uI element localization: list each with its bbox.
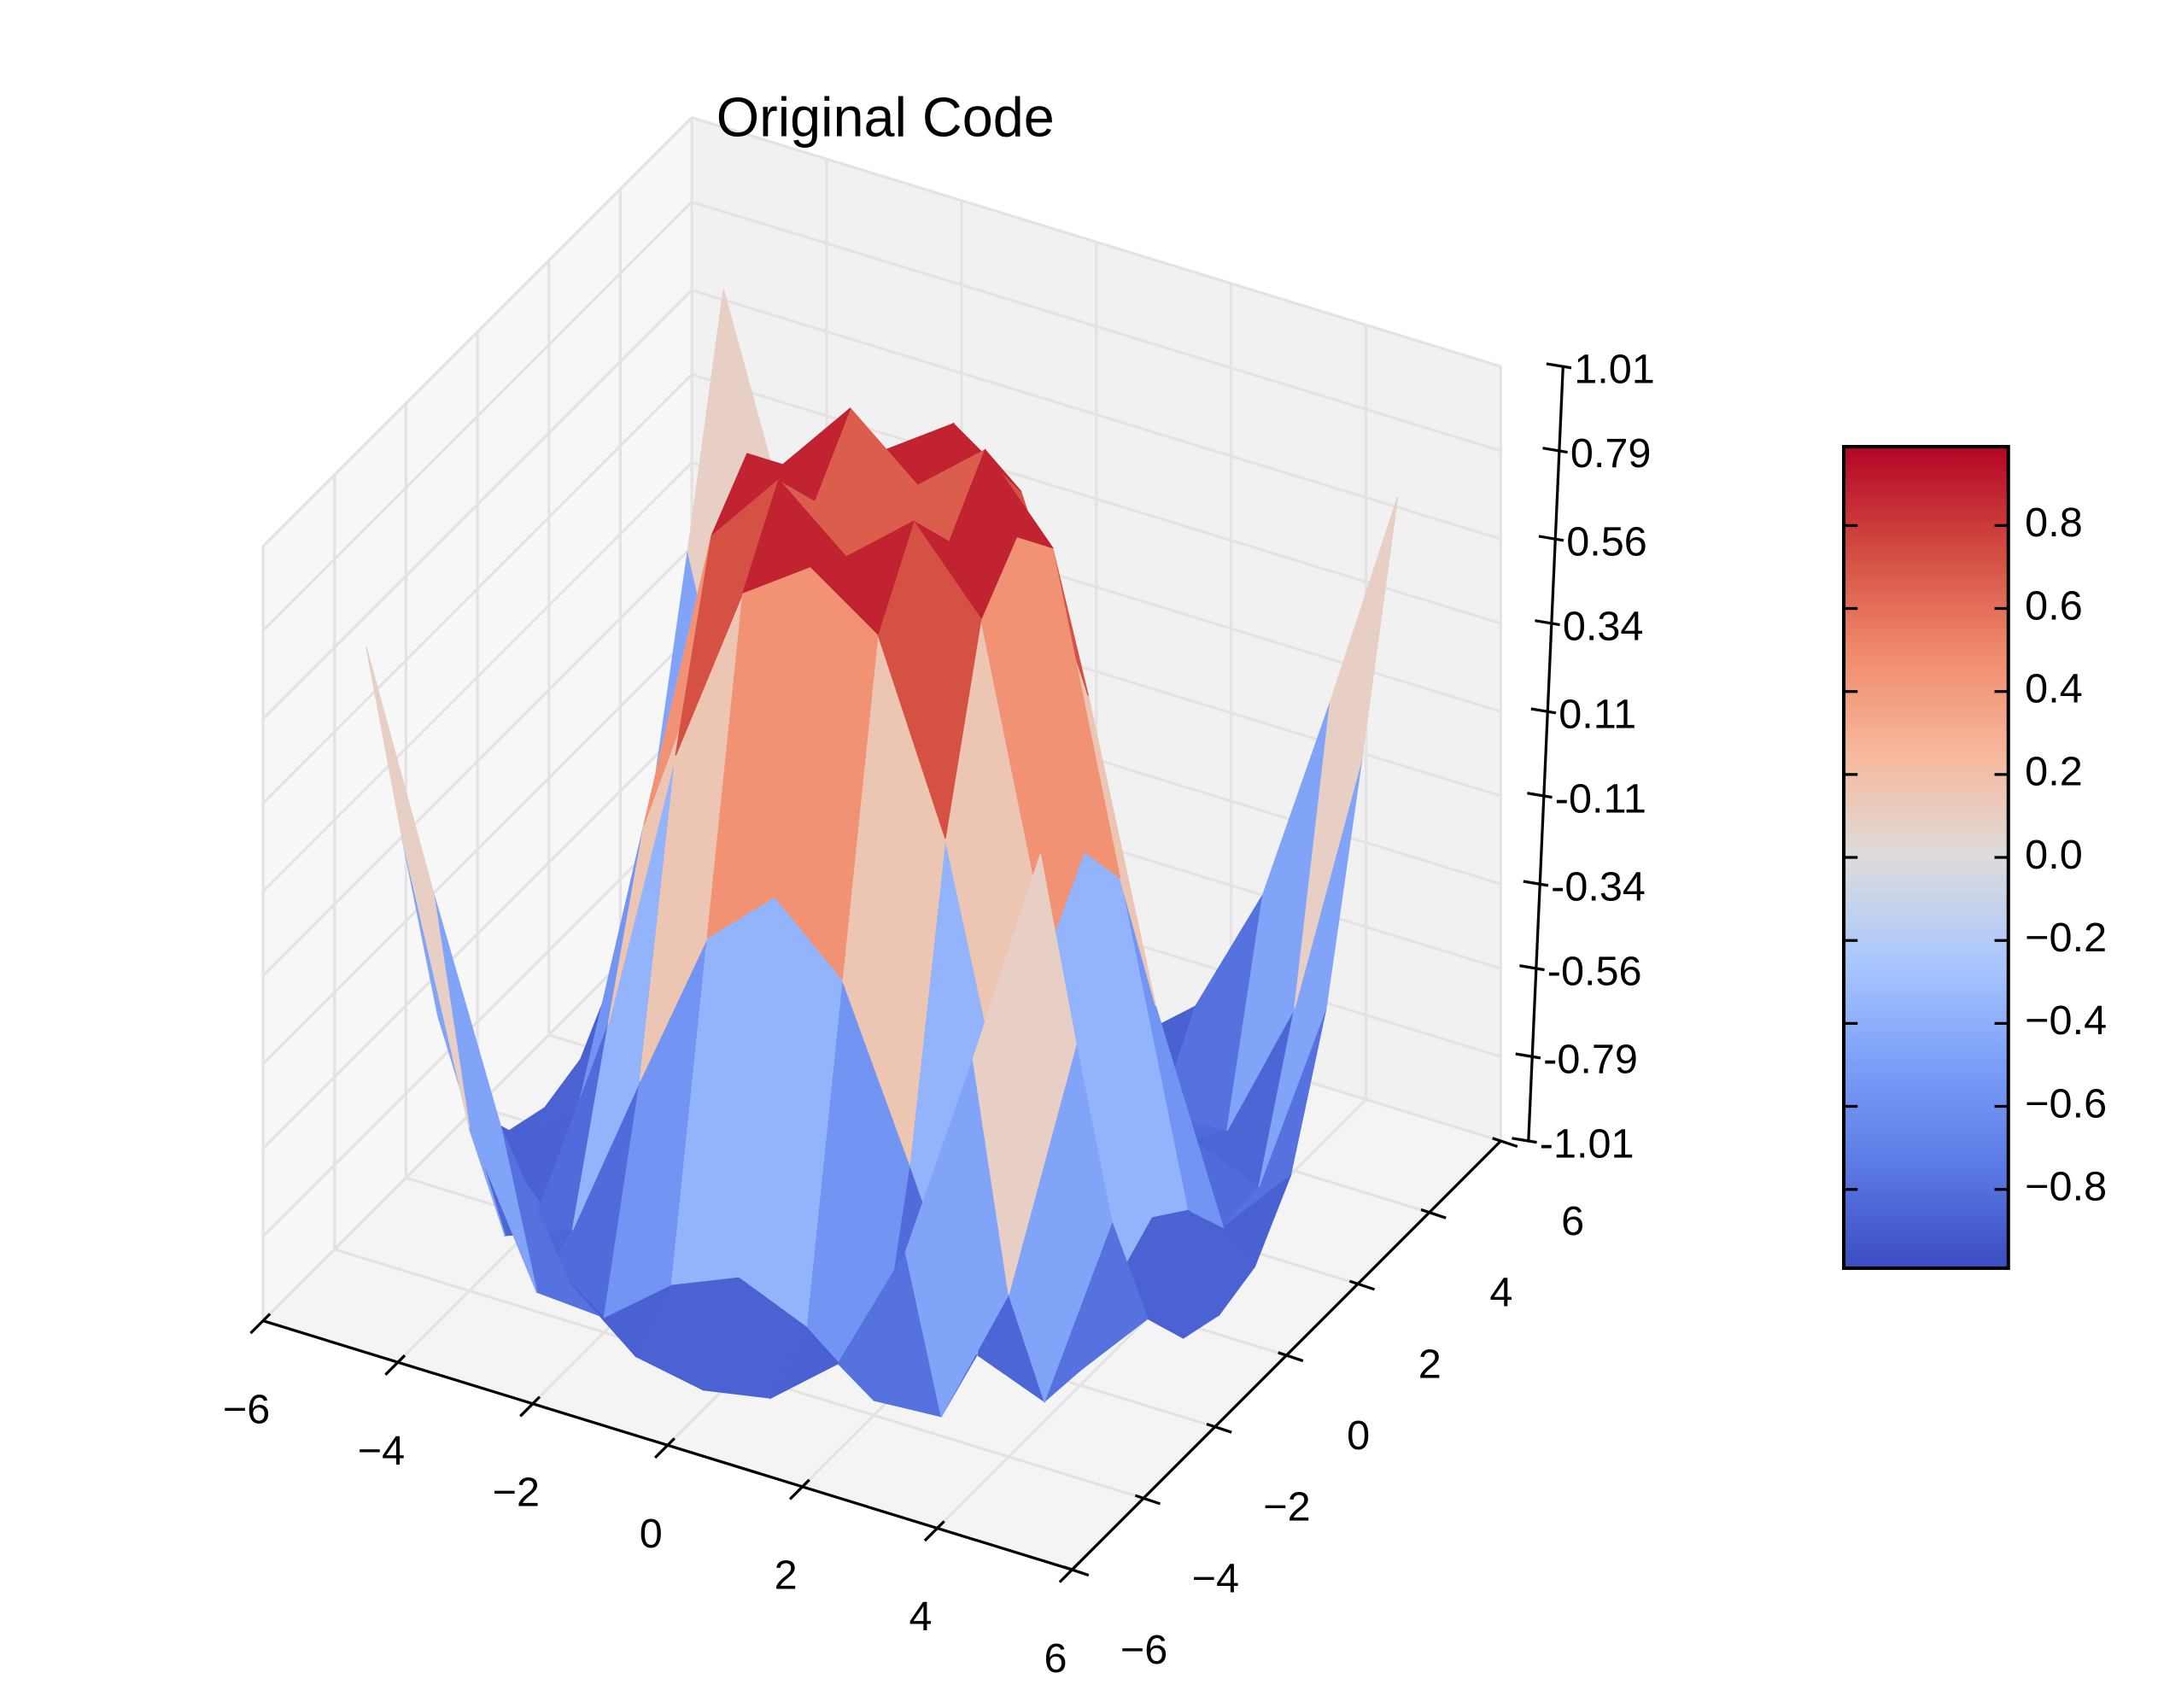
grid-line — [261, 116, 693, 547]
surface-patch — [809, 520, 915, 635]
z-tick — [1538, 535, 1564, 542]
surface — [366, 289, 1399, 1418]
x-tick — [923, 1520, 945, 1542]
y-tick-label: −2 — [1263, 1484, 1310, 1530]
z-tick — [1535, 619, 1560, 627]
grid-line — [261, 461, 693, 892]
y-tick — [1492, 1137, 1518, 1149]
z-tick — [1530, 707, 1557, 715]
colorbar: −0.8 −0.6 −0.4 −0.2 0.0 0.2 0.4 0.6 0.8 — [1842, 445, 2107, 1271]
y-tick — [1063, 1565, 1090, 1577]
y-tick-label: 6 — [1561, 1198, 1584, 1244]
z-tick — [1515, 1052, 1541, 1060]
grid-line — [261, 806, 693, 1237]
grid-line — [261, 201, 693, 632]
grid-line — [691, 116, 1501, 368]
z-tick-label: -0.11 — [1555, 775, 1646, 822]
grid-line — [691, 200, 1501, 453]
z-tick — [1519, 964, 1545, 972]
x-tick — [1058, 1561, 1080, 1583]
z-tick — [1512, 1137, 1537, 1144]
grid-line — [261, 289, 693, 720]
z-tick-label: 0.79 — [1570, 430, 1652, 477]
x-tick-label: −4 — [358, 1428, 405, 1474]
z-tick-label: -1.01 — [1540, 1120, 1635, 1167]
y-tick-label: −6 — [1120, 1627, 1167, 1673]
x-tick — [519, 1395, 541, 1418]
colorbar-fill — [1842, 445, 2010, 1271]
x-tick — [653, 1437, 675, 1459]
z-tick — [1542, 447, 1568, 454]
colorbar-tick-label: 0.2 — [2025, 749, 2083, 795]
z-tick — [1546, 362, 1572, 370]
axes: −6 −4 −2 0 2 4 6 −6 −4 −2 0 2 4 6 -1.01 -0.79 -0.56 -0.34… — [223, 346, 1655, 1681]
z-tick-label: -0.34 — [1551, 864, 1646, 910]
colorbar-tick-label: −0.8 — [2025, 1164, 2107, 1210]
z-tick-label: -0.56 — [1547, 948, 1642, 994]
grid-line — [691, 289, 1501, 541]
x-tick-label: 4 — [909, 1594, 933, 1640]
y-tick — [1206, 1422, 1232, 1434]
x-tick-label: 2 — [775, 1553, 798, 1599]
y-tick — [1348, 1279, 1376, 1291]
grid-line — [261, 718, 693, 1149]
surface-patch — [366, 646, 471, 1129]
y-tick-label: 2 — [1418, 1341, 1442, 1387]
z-tick-label: 0.34 — [1563, 603, 1644, 649]
grid-line — [261, 546, 693, 977]
chart-title: Original Code — [716, 86, 1055, 149]
z-axis-line — [1527, 366, 1564, 1142]
colorbar-tick-label: 0.6 — [2025, 582, 2083, 629]
z-tick-label: 0.56 — [1566, 518, 1647, 564]
grid-line — [691, 372, 1501, 625]
x-tick-label: 6 — [1044, 1635, 1067, 1682]
z-tick-label: -0.79 — [1543, 1037, 1638, 1083]
grid-line — [261, 634, 693, 1065]
y-tick-label: −4 — [1192, 1555, 1239, 1601]
z-tick — [1523, 880, 1549, 887]
z-tick-label: 0.11 — [1559, 692, 1636, 738]
grid-line — [261, 373, 693, 804]
colorbar-tick-label: −0.6 — [2025, 1080, 2107, 1126]
y-tick-label: 0 — [1347, 1413, 1370, 1459]
z-tick — [1527, 792, 1553, 799]
x-tick — [788, 1478, 810, 1500]
colorbar-tick-label: 0.8 — [2025, 500, 2083, 546]
y-tick — [1278, 1351, 1304, 1363]
x-tick-label: −6 — [223, 1386, 270, 1432]
surface-patch — [972, 853, 1077, 1295]
x-tick-label: 0 — [640, 1511, 663, 1557]
y-tick-label: 4 — [1489, 1270, 1512, 1316]
surface-patch — [1294, 496, 1399, 1009]
colorbar-tick-label: −0.2 — [2025, 915, 2107, 961]
colorbar-tick-label: 0.0 — [2025, 832, 2083, 878]
y-tick — [1420, 1208, 1447, 1220]
x-tick — [249, 1313, 272, 1335]
colorbar-tick-label: 0.4 — [2025, 666, 2083, 712]
y-tick — [1134, 1494, 1161, 1506]
colorbar-tick-label: −0.4 — [2025, 997, 2107, 1044]
z-tick-label: 1.01 — [1574, 346, 1655, 392]
x-tick — [384, 1354, 406, 1376]
x-tick-label: −2 — [493, 1469, 540, 1515]
